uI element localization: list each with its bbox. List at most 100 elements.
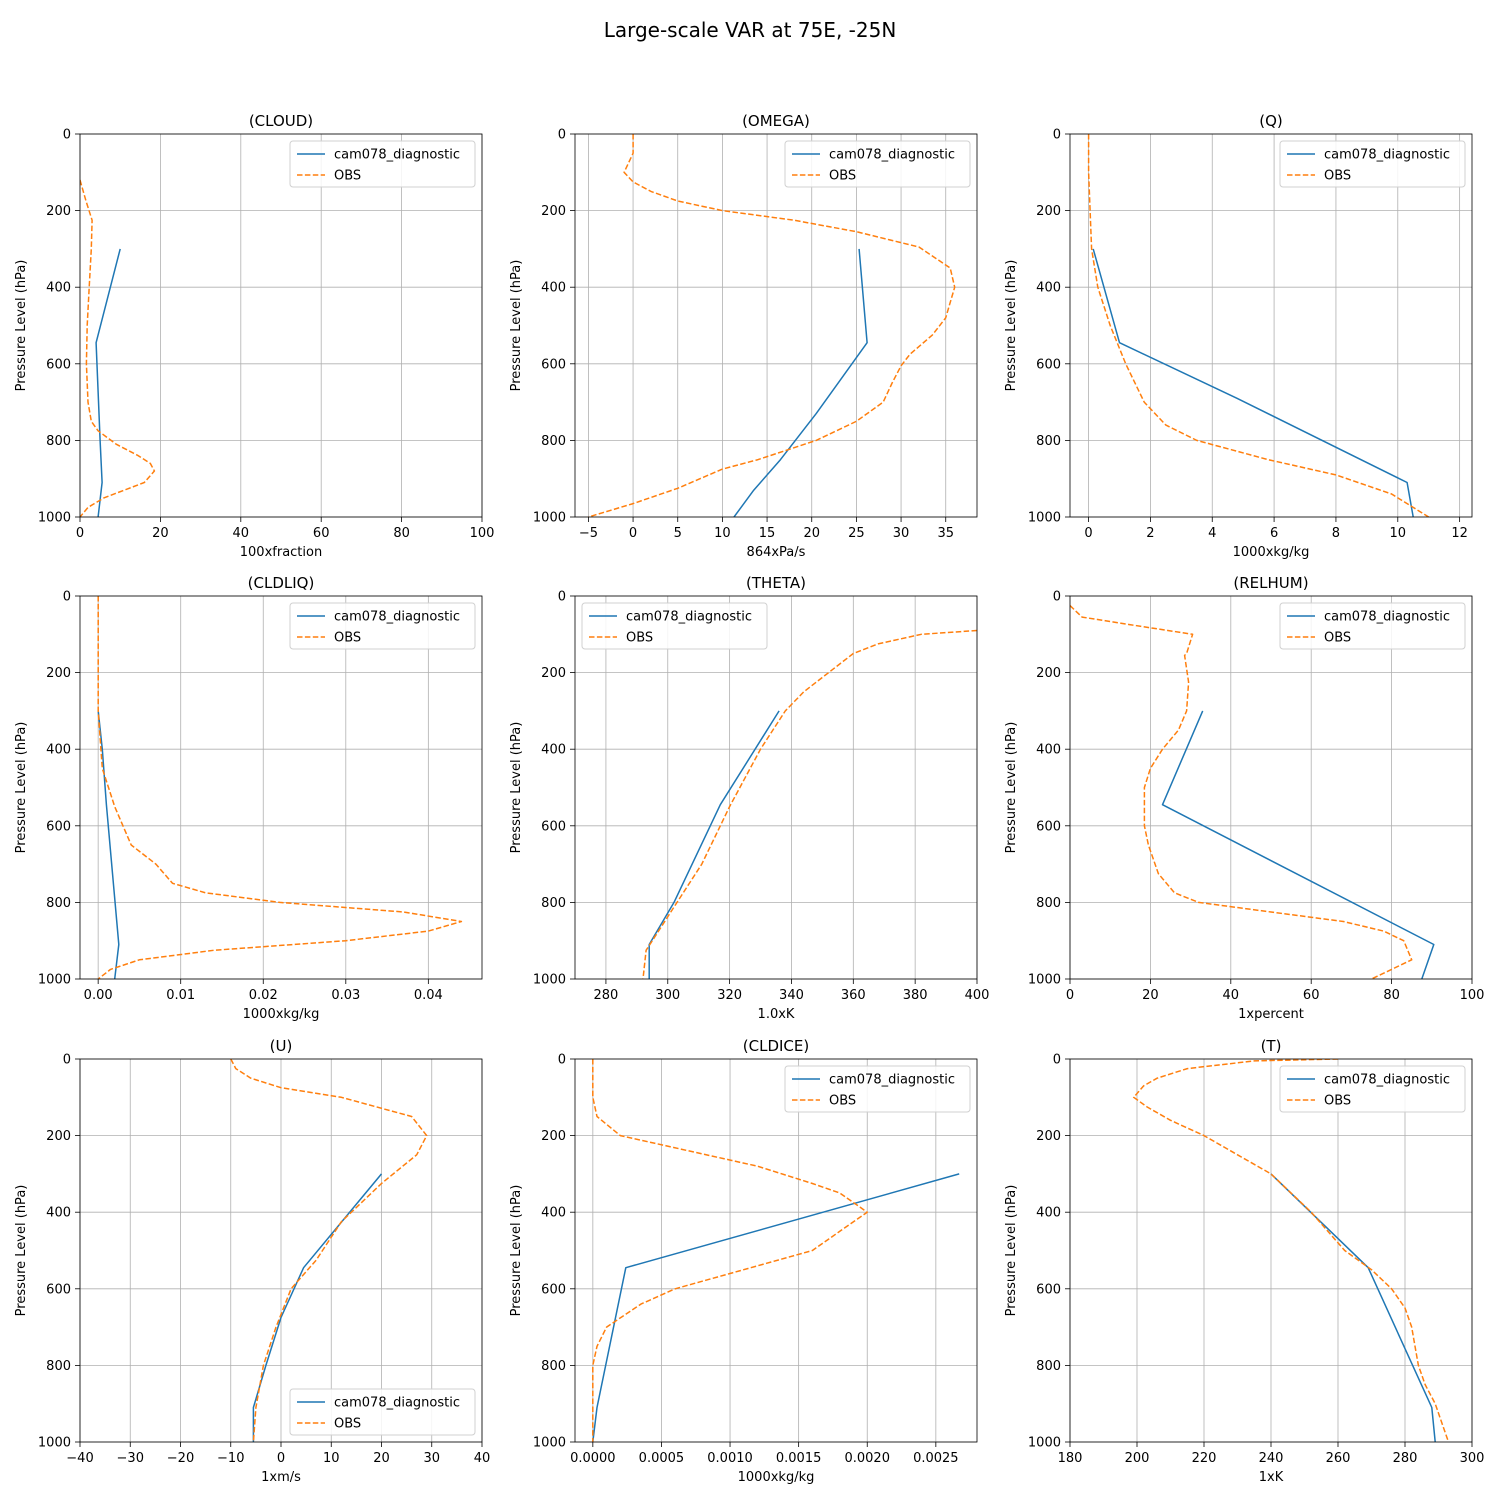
subplot-title: (U)	[270, 1037, 293, 1055]
subplot-title: (OMEGA)	[742, 112, 810, 130]
series-group	[80, 179, 156, 517]
x-axis-label: 1000xkg/kg	[243, 1007, 320, 1022]
y-tick-label: 800	[46, 1359, 71, 1374]
series-line-obs	[80, 179, 156, 517]
axes-frame	[574, 595, 978, 980]
x-tick-label: 20	[373, 1451, 390, 1466]
x-tick-label: 10	[1390, 526, 1407, 541]
x-tick-label: −30	[117, 1451, 144, 1466]
x-tick-label: 240	[1259, 1451, 1284, 1466]
legend-label: OBS	[829, 169, 856, 184]
axes-frame	[79, 133, 483, 518]
y-tick-label: 200	[541, 666, 566, 681]
y-tick-label: 200	[1036, 1129, 1061, 1144]
y-tick-label: 600	[1036, 819, 1061, 834]
series-line-model	[648, 710, 780, 979]
x-tick-label: 200	[1125, 1451, 1150, 1466]
y-tick-label: 0	[63, 590, 71, 605]
y-tick-label: 400	[1036, 743, 1061, 758]
x-axis-label: 1xK	[1259, 1470, 1284, 1485]
legend-box	[289, 1388, 476, 1436]
y-tick-label: 600	[541, 1282, 566, 1297]
y-tick-label: 1000	[38, 1436, 71, 1451]
x-tick-label: 280	[1393, 1451, 1418, 1466]
series-line-obs	[230, 1059, 428, 1442]
legend-box	[289, 602, 476, 650]
y-tick-label: 800	[541, 1359, 566, 1374]
legend-box	[289, 140, 476, 188]
legend-label: OBS	[1324, 169, 1351, 184]
legend-box	[1279, 602, 1466, 650]
legend-label: cam078_diagnostic	[829, 1073, 955, 1088]
series-line-obs	[1087, 134, 1430, 517]
y-tick-label: 1000	[38, 511, 71, 526]
legend-label: cam078_diagnostic	[1324, 610, 1450, 625]
x-tick-label: 10	[323, 1451, 340, 1466]
series-line-model	[733, 248, 868, 517]
x-tick-label: 20	[152, 526, 169, 541]
legend-label: cam078_diagnostic	[1324, 1073, 1450, 1088]
x-tick-label: 0.0010	[707, 1451, 753, 1466]
x-axis-label: 1xm/s	[261, 1470, 301, 1485]
x-tick-label: 40	[474, 1451, 491, 1466]
y-tick-label: 1000	[38, 973, 71, 988]
x-tick-label: 0	[629, 526, 637, 541]
y-tick-label: 1000	[1028, 1436, 1061, 1451]
x-tick-label: 80	[393, 526, 410, 541]
series-line-obs	[592, 1059, 868, 1442]
x-tick-label: 10	[714, 526, 731, 541]
y-tick-label: 400	[46, 1206, 71, 1221]
y-tick-label: 0	[558, 1053, 566, 1068]
series-group	[592, 1059, 960, 1442]
x-tick-label: −40	[66, 1451, 93, 1466]
grid	[1069, 595, 1473, 980]
y-tick-label: 1000	[1028, 973, 1061, 988]
legend: cam078_diagnostic OBS	[289, 140, 476, 188]
x-tick-label: 180	[1058, 1451, 1083, 1466]
x-tick-label: 0.04	[414, 988, 443, 1003]
legend-label: cam078_diagnostic	[1324, 148, 1450, 163]
y-tick-label: 0	[1053, 128, 1061, 143]
y-tick-label: 800	[1036, 434, 1061, 449]
y-tick-label: 800	[1036, 1359, 1061, 1374]
subplot-3: 0.00 0.01 0.02 0.03 0.04 0 200 400 600 800 1000 (CL…	[14, 574, 483, 1022]
x-tick-label: 30	[893, 526, 910, 541]
legend-label: OBS	[1324, 631, 1351, 646]
y-tick-label: 800	[1036, 896, 1061, 911]
series-line-model	[1161, 710, 1435, 979]
x-tick-label: 0	[1066, 988, 1074, 1003]
x-tick-label: 0.00	[84, 988, 113, 1003]
series-line-model	[252, 1173, 383, 1442]
x-tick-label: 35	[937, 526, 954, 541]
x-axis-label: 1000xkg/kg	[738, 1470, 815, 1485]
legend-label: OBS	[626, 631, 653, 646]
axes-frame	[574, 133, 978, 518]
y-tick-label: 0	[558, 590, 566, 605]
legend-box	[1279, 1065, 1466, 1113]
legend-label: OBS	[829, 1094, 856, 1109]
grid	[575, 1058, 977, 1443]
x-tick-label: 0.0020	[844, 1451, 890, 1466]
x-tick-label: 80	[1383, 988, 1400, 1003]
y-axis-label: Pressure Level (hPa)	[509, 260, 524, 392]
subplot-5: 0 20 40 60 80 10002004006008001000(RELHUM)1xp…	[1004, 574, 1484, 1022]
y-axis-label: Pressure Level (hPa)	[1004, 260, 1019, 392]
subplot-4: 280 300 320 340 360 380 400 0 200 400 600 800 1000 (T…	[509, 574, 989, 1022]
series-group	[642, 629, 977, 979]
x-tick-label: 0.02	[249, 988, 278, 1003]
subplot-title: (RELHUM)	[1233, 574, 1308, 592]
y-tick-label: 0	[1053, 590, 1061, 605]
subplot-0: 0 20 40 60 80 10002004006008001000(CLOUD)100x…	[14, 112, 494, 560]
subplot-8: 180 200 220 240 260 280 300 0 200 400 600 800 1000 (T…	[1004, 1037, 1484, 1485]
y-tick-label: 1000	[533, 973, 566, 988]
x-tick-label: 300	[1460, 1451, 1485, 1466]
y-axis-label: Pressure Level (hPa)	[1004, 1185, 1019, 1317]
x-tick-label: 0.0000	[570, 1451, 616, 1466]
x-tick-label: 300	[655, 988, 680, 1003]
x-tick-label: 20	[803, 526, 820, 541]
x-tick-label: 8	[1332, 526, 1340, 541]
x-tick-label: 15	[759, 526, 776, 541]
x-tick-label: 0.0015	[776, 1451, 822, 1466]
x-tick-label: 340	[779, 988, 804, 1003]
x-tick-label: −20	[167, 1451, 194, 1466]
